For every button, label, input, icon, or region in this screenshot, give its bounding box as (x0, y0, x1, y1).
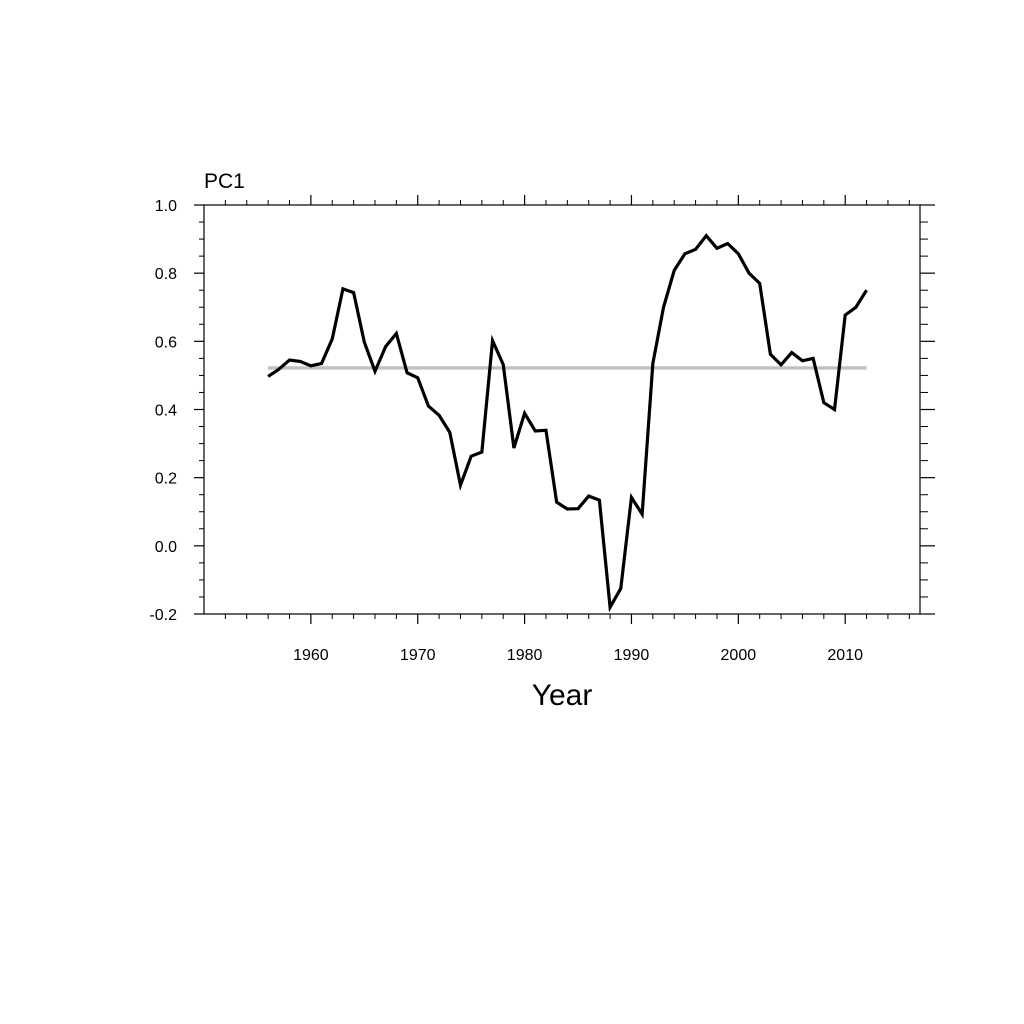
x-tick-label: 2010 (827, 647, 863, 664)
minor-ticks (199, 200, 928, 619)
y-tick-label: -0.2 (149, 607, 177, 624)
x-axis-title: Year (532, 679, 593, 712)
pc1-series-line (267, 233, 868, 613)
y-tick-label: 0.8 (155, 266, 177, 283)
y-tick-label: 0.4 (155, 403, 177, 420)
x-tick-label: 1970 (400, 647, 436, 664)
series-layer (267, 233, 868, 613)
plot-frame (203, 204, 921, 615)
x-tick-label: 1960 (293, 647, 329, 664)
x-tick-label: 1980 (507, 647, 543, 664)
chart-title: PC1 (204, 170, 245, 193)
x-tick-label: 1990 (614, 647, 650, 664)
x-tick-labels: 1960 1970 1980 1990 2000 2010 (293, 647, 863, 664)
y-tick-labels: -0.2 0.0 0.2 0.4 0.6 0.8 1.0 (149, 198, 177, 624)
y-tick-label: 0.2 (155, 471, 177, 488)
y-tick-label: 0.0 (155, 539, 177, 556)
x-tick-label: 2000 (721, 647, 757, 664)
y-tick-label: 1.0 (155, 198, 177, 215)
y-tick-label: 0.6 (155, 334, 177, 351)
major-ticks (194, 195, 935, 624)
